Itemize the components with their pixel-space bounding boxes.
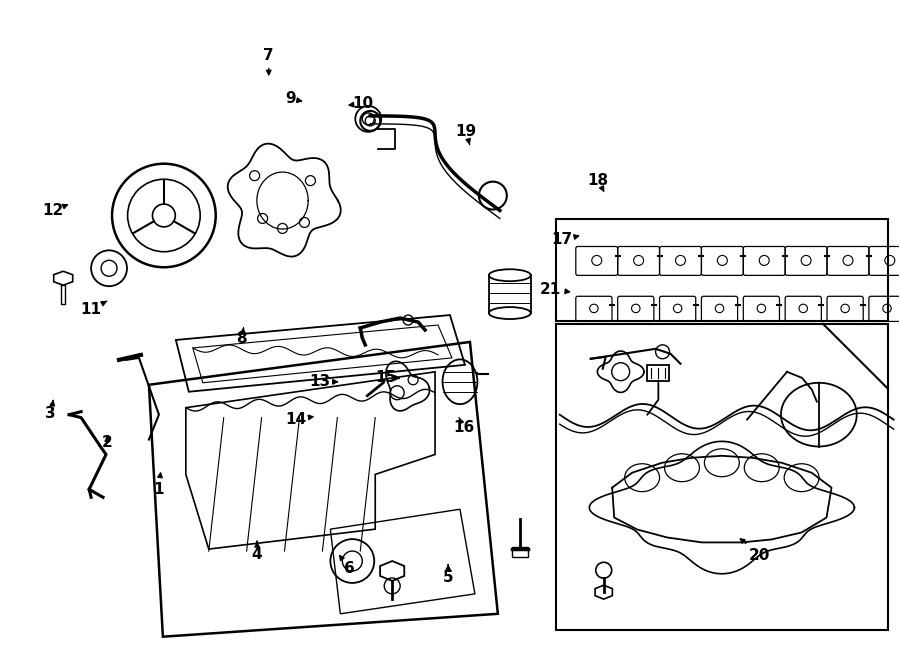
Bar [647, 365, 670, 381]
Text: 5: 5 [443, 565, 454, 586]
Text: 18: 18 [588, 173, 608, 191]
Text: 13: 13 [310, 374, 338, 389]
Text: 8: 8 [237, 328, 248, 346]
Text: 11: 11 [81, 301, 107, 317]
Bar [556, 219, 887, 321]
Text: 10: 10 [349, 96, 373, 111]
Text: 16: 16 [453, 418, 474, 436]
Text: 9: 9 [285, 91, 302, 106]
Text: 19: 19 [455, 124, 477, 145]
Text: 17: 17 [552, 232, 579, 247]
Text: 12: 12 [43, 203, 68, 218]
Bar [512, 547, 527, 557]
Text: 21: 21 [540, 282, 570, 297]
Text: 3: 3 [45, 401, 56, 421]
Text: 4: 4 [252, 541, 263, 562]
Text: 1: 1 [153, 473, 164, 497]
Text: 20: 20 [741, 539, 770, 563]
Text: 2: 2 [102, 435, 112, 450]
Bar [556, 324, 887, 630]
Text: 15: 15 [374, 370, 400, 385]
Text: 14: 14 [285, 412, 313, 427]
Text: 7: 7 [264, 48, 274, 75]
Text: 6: 6 [339, 555, 355, 576]
